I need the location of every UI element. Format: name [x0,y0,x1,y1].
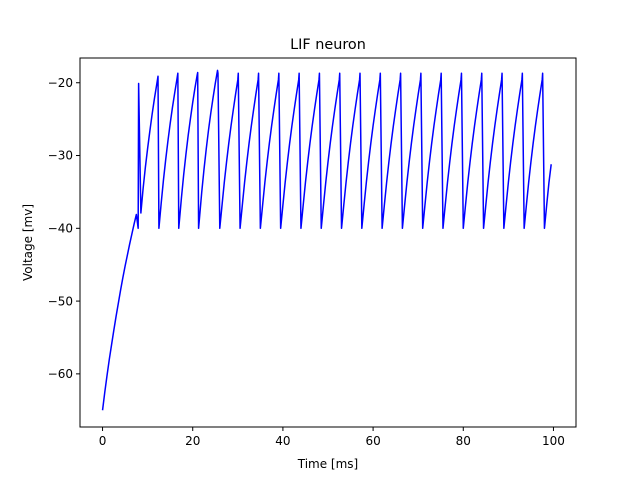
y-tick-label: −50 [48,294,73,308]
y-axis: −60 −50 −40 −30 −20 [48,76,80,381]
plot-area [101,69,552,411]
chart-title: LIF neuron [290,37,366,53]
x-tick-label: 80 [456,434,471,448]
x-axis: 0 20 40 60 80 100 [99,427,565,448]
y-tick-label: −30 [48,149,73,163]
y-tick-label: −20 [48,76,73,90]
voltage-trace-line [101,69,552,411]
x-axis-label: Time [ms] [297,457,359,471]
y-tick-label: −60 [48,367,73,381]
x-tick-label: 40 [275,434,290,448]
y-tick-label: −40 [48,222,73,236]
y-axis-label: Voltage [mv] [21,204,35,281]
x-tick-label: 20 [185,434,200,448]
x-tick-label: 0 [99,434,107,448]
x-tick-label: 60 [365,434,380,448]
x-tick-label: 100 [542,434,565,448]
axes-frame [79,57,577,428]
